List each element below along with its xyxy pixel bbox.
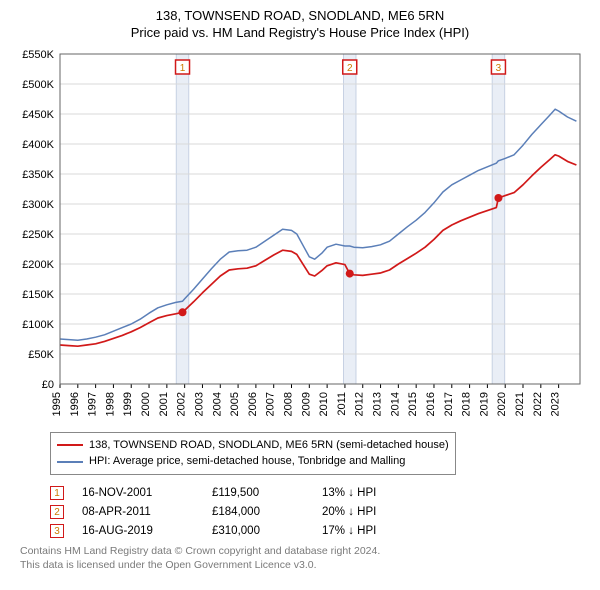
svg-text:1995: 1995 [51, 392, 63, 416]
svg-text:2021: 2021 [514, 392, 526, 416]
svg-text:2020: 2020 [496, 392, 508, 416]
legend-row: HPI: Average price, semi-detached house,… [57, 453, 449, 470]
legend-label: HPI: Average price, semi-detached house,… [89, 453, 405, 470]
svg-text:£250K: £250K [22, 229, 54, 241]
svg-text:2018: 2018 [461, 392, 473, 416]
svg-text:£150K: £150K [22, 289, 54, 301]
svg-text:£500K: £500K [22, 79, 54, 91]
legend-label: 138, TOWNSEND ROAD, SNODLAND, ME6 5RN (s… [89, 437, 449, 454]
sale-index-badge: 1 [50, 486, 64, 500]
sale-index-badge: 3 [50, 524, 64, 538]
svg-text:2000: 2000 [140, 392, 152, 416]
svg-text:1999: 1999 [122, 392, 134, 416]
svg-text:2019: 2019 [478, 392, 490, 416]
svg-text:1997: 1997 [87, 392, 99, 416]
svg-text:2016: 2016 [425, 392, 437, 416]
svg-text:2022: 2022 [532, 392, 544, 416]
svg-text:3: 3 [496, 63, 502, 74]
svg-text:£450K: £450K [22, 109, 54, 121]
svg-text:2001: 2001 [158, 392, 170, 416]
chart-legend: 138, TOWNSEND ROAD, SNODLAND, ME6 5RN (s… [50, 432, 456, 475]
sale-vs-hpi: 20% ↓ HPI [322, 506, 376, 518]
svg-text:2006: 2006 [247, 392, 259, 416]
sale-row: 3 16-AUG-2019£310,00017% ↓ HPI [50, 524, 590, 538]
sale-vs-hpi: 13% ↓ HPI [322, 487, 376, 499]
sale-date: 08-APR-2011 [82, 506, 212, 518]
sale-date: 16-NOV-2001 [82, 487, 212, 499]
svg-text:£0: £0 [42, 379, 54, 391]
legend-row: 138, TOWNSEND ROAD, SNODLAND, ME6 5RN (s… [57, 437, 449, 454]
legend-swatch [57, 461, 83, 463]
svg-text:2011: 2011 [336, 392, 348, 416]
sale-index-badge: 2 [50, 505, 64, 519]
sale-date: 16-AUG-2019 [82, 525, 212, 537]
svg-text:£350K: £350K [22, 169, 54, 181]
sale-price: £310,000 [212, 525, 322, 537]
svg-text:2023: 2023 [550, 392, 562, 416]
legend-swatch [57, 444, 83, 446]
price-chart: £0 £50K £100K £150K £200K £250K £300K £350K £400… [10, 46, 590, 426]
svg-text:2: 2 [347, 63, 353, 74]
sales-table: 1 16-NOV-2001£119,50013% ↓ HPI 2 08-APR-201… [50, 486, 590, 538]
svg-text:1998: 1998 [104, 392, 116, 416]
svg-text:2005: 2005 [229, 392, 241, 416]
attribution-footer: Contains HM Land Registry data © Crown c… [20, 544, 590, 572]
svg-text:£550K: £550K [22, 49, 54, 61]
sale-row: 1 16-NOV-2001£119,50013% ↓ HPI [50, 486, 590, 500]
svg-text:£400K: £400K [22, 139, 54, 151]
svg-text:2014: 2014 [389, 392, 401, 416]
svg-text:2017: 2017 [443, 392, 455, 416]
chart-subtitle: Price paid vs. HM Land Registry's House … [10, 25, 590, 40]
footer-line: This data is licensed under the Open Gov… [20, 558, 590, 572]
svg-text:2002: 2002 [176, 392, 188, 416]
footer-line: Contains HM Land Registry data © Crown c… [20, 544, 590, 558]
svg-text:£300K: £300K [22, 199, 54, 211]
svg-text:£200K: £200K [22, 259, 54, 271]
sale-price: £184,000 [212, 506, 322, 518]
svg-text:2003: 2003 [193, 392, 205, 416]
svg-text:2013: 2013 [372, 392, 384, 416]
svg-text:1996: 1996 [69, 392, 81, 416]
svg-text:2015: 2015 [407, 392, 419, 416]
svg-text:2012: 2012 [354, 392, 366, 416]
svg-text:2010: 2010 [318, 392, 330, 416]
sale-price: £119,500 [212, 487, 322, 499]
svg-text:1: 1 [180, 63, 186, 74]
svg-text:£100K: £100K [22, 319, 54, 331]
sale-row: 2 08-APR-2011£184,00020% ↓ HPI [50, 505, 590, 519]
chart-title: 138, TOWNSEND ROAD, SNODLAND, ME6 5RN [10, 8, 590, 25]
svg-text:£50K: £50K [28, 349, 54, 361]
sale-vs-hpi: 17% ↓ HPI [322, 525, 376, 537]
svg-text:2004: 2004 [211, 392, 223, 416]
svg-text:2007: 2007 [265, 392, 277, 416]
svg-text:2008: 2008 [283, 392, 295, 416]
svg-text:2009: 2009 [300, 392, 312, 416]
